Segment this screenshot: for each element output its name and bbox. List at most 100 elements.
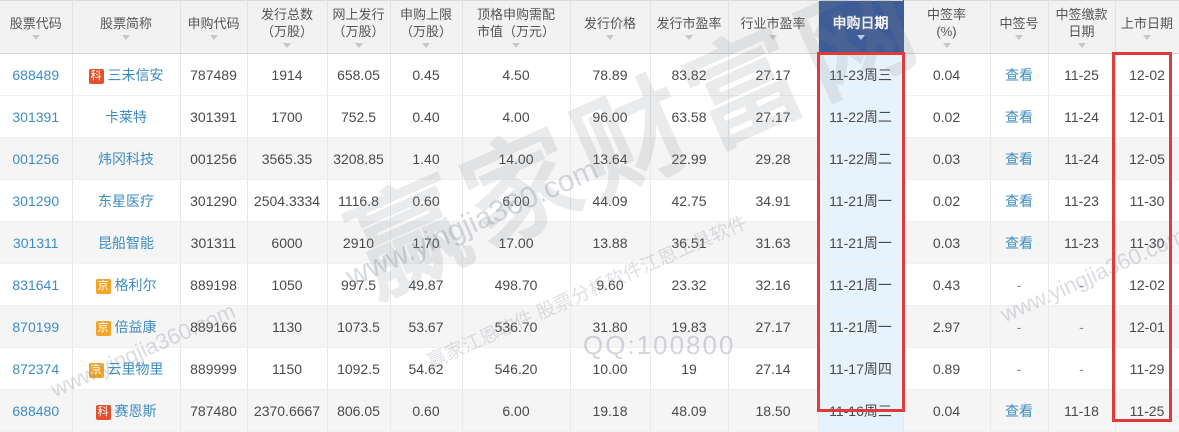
sort-arrow-icon: [1143, 34, 1151, 40]
cell-subscription-code: 787489: [180, 53, 248, 96]
board-badge: 京: [95, 278, 111, 294]
cell-winning-number: 查看: [990, 95, 1049, 138]
cell-winning-number: 查看: [990, 221, 1049, 264]
stock-code-link[interactable]: 831641: [12, 276, 60, 293]
column-header-payment-date[interactable]: 中签缴款 日期: [1048, 0, 1116, 54]
board-badge: 京: [95, 320, 111, 336]
view-winning-number-link[interactable]: 查看: [1005, 234, 1033, 251]
cell-total-issue: 1150: [247, 347, 328, 390]
cell-required-market-value: 17.00: [462, 221, 571, 264]
column-header-stock-name[interactable]: 股票简称: [72, 0, 181, 54]
cell-winning-rate: 0.04: [903, 53, 991, 96]
column-header-listing-date[interactable]: 上市日期: [1115, 0, 1179, 54]
cell-winning-number: 查看: [990, 137, 1049, 180]
cell-stock-code: 872374: [0, 347, 73, 390]
column-header-stock-code[interactable]: 股票代码: [0, 0, 73, 54]
cell-listing-date: 12-01: [1115, 95, 1179, 138]
cell-winning-number: -: [990, 347, 1049, 390]
cell-online-issue: 2910: [327, 221, 391, 264]
column-header-winning-rate[interactable]: 中签率 (%): [903, 0, 991, 54]
view-winning-number-link[interactable]: 查看: [1005, 66, 1033, 83]
cell-winning-rate: 0.43: [903, 263, 991, 306]
column-header-online-issue[interactable]: 网上发行 （万股）: [327, 0, 391, 54]
column-header-required-market-value[interactable]: 顶格申购需配 市值（万元）: [462, 0, 571, 54]
header-label: （万股）: [399, 24, 452, 39]
cell-listing-date: 12-01: [1115, 305, 1179, 348]
cell-total-issue: 2370.6667: [247, 389, 328, 432]
sort-arrow-icon: [122, 34, 130, 40]
stock-code-link[interactable]: 870199: [12, 318, 60, 335]
cell-required-market-value: 536.70: [462, 305, 571, 348]
stock-name-link[interactable]: 倍益康: [114, 318, 157, 335]
board-badge: 科: [88, 68, 104, 84]
cell-subscription-limit: 0.45: [390, 53, 463, 96]
cell-listing-date: 11-25: [1115, 389, 1179, 432]
cell-subscription-code: 301391: [180, 95, 248, 138]
cell-issue-pe: 19: [650, 347, 729, 390]
view-winning-number-link[interactable]: 查看: [1005, 192, 1033, 209]
cell-listing-date: 11-30: [1115, 221, 1179, 264]
stock-code-link[interactable]: 001256: [12, 150, 60, 167]
column-header-subscription-limit[interactable]: 申购上限 （万股）: [390, 0, 463, 54]
column-header-winning-number[interactable]: 中签号: [990, 0, 1049, 54]
cell-subscription-code: 889198: [180, 263, 248, 306]
column-header-issue-pe[interactable]: 发行市盈率: [650, 0, 729, 54]
stock-name-link[interactable]: 昆船智能: [98, 234, 154, 251]
cell-total-issue: 1050: [247, 263, 328, 306]
cell-subscription-limit: 0.60: [390, 179, 463, 222]
header-label: 中签率: [926, 7, 966, 22]
cell-subscription-code: 301290: [180, 179, 248, 222]
stock-name-link[interactable]: 炜冈科技: [98, 150, 154, 167]
cell-issue-price: 13.88: [570, 221, 651, 264]
header-label: 股票简称: [99, 15, 152, 31]
cell-subscription-limit: 54.62: [390, 347, 463, 390]
stock-code-link[interactable]: 688480: [12, 402, 60, 419]
sort-arrow-icon: [769, 34, 777, 40]
column-header-issue-price[interactable]: 发行价格: [570, 0, 651, 54]
cell-subscription-limit: 1.40: [390, 137, 463, 180]
cell-stock-name: 科三未信安: [72, 53, 181, 96]
stock-name-link[interactable]: 格利尔: [114, 276, 157, 293]
stock-code-link[interactable]: 301391: [12, 108, 60, 125]
view-winning-number-link[interactable]: 查看: [1005, 150, 1033, 167]
cell-issue-pe: 36.51: [650, 221, 729, 264]
column-header-industry-pe[interactable]: 行业市盈率: [728, 0, 819, 54]
table-row: 872374 京云里物里 889999 1150 1092.5 54.62 54…: [0, 347, 1179, 390]
cell-listing-date: 11-30: [1115, 179, 1179, 222]
view-winning-number-link[interactable]: 查看: [1005, 108, 1033, 125]
cell-online-issue: 1116.8: [327, 179, 391, 222]
cell-subscription-code: 301311: [180, 221, 248, 264]
stock-name-link[interactable]: 三未信安: [107, 66, 164, 83]
sort-arrow-icon: [685, 34, 693, 40]
cell-winning-rate: 0.03: [903, 137, 991, 180]
stock-name-link[interactable]: 东星医疗: [98, 192, 154, 209]
cell-stock-name: 京格利尔: [72, 263, 181, 306]
cell-listing-date: 11-29: [1115, 347, 1179, 390]
column-header-subscription-code[interactable]: 申购代码: [180, 0, 248, 54]
sort-arrow-icon: [422, 43, 430, 48]
cell-winning-number: -: [990, 263, 1049, 306]
header-label: 申购代码: [187, 15, 240, 31]
stock-name-link[interactable]: 卡莱特: [105, 108, 147, 125]
stock-code-link[interactable]: 301290: [12, 192, 60, 209]
header-label: 发行总数: [260, 7, 313, 22]
cell-subscription-code: 889999: [180, 347, 248, 390]
stock-name-link[interactable]: 赛恩斯: [114, 402, 157, 419]
column-header-total-issue[interactable]: 发行总数 （万股）: [247, 0, 328, 54]
cell-subscription-limit: 0.40: [390, 95, 463, 138]
cell-payment-date: 11-18: [1048, 389, 1116, 432]
cell-subscription-limit: 49.87: [390, 263, 463, 306]
stock-code-link[interactable]: 872374: [12, 360, 60, 377]
stock-name-link[interactable]: 云里物里: [107, 360, 164, 377]
header-label: 发行市盈率: [656, 15, 722, 31]
cell-payment-date: 11-23: [1048, 179, 1116, 222]
column-header-subscription-date[interactable]: 申购日期: [818, 0, 904, 54]
view-winning-number-link[interactable]: 查看: [1005, 402, 1033, 419]
sort-arrow-icon: [209, 34, 218, 40]
stock-code-link[interactable]: 301311: [12, 234, 59, 251]
cell-issue-pe: 19.83: [650, 305, 729, 348]
header-label: 中签缴款: [1055, 7, 1108, 22]
cell-stock-name: 京云里物里: [72, 347, 181, 390]
stock-code-link[interactable]: 688489: [12, 66, 60, 83]
cell-stock-name: 卡莱特: [72, 95, 181, 138]
